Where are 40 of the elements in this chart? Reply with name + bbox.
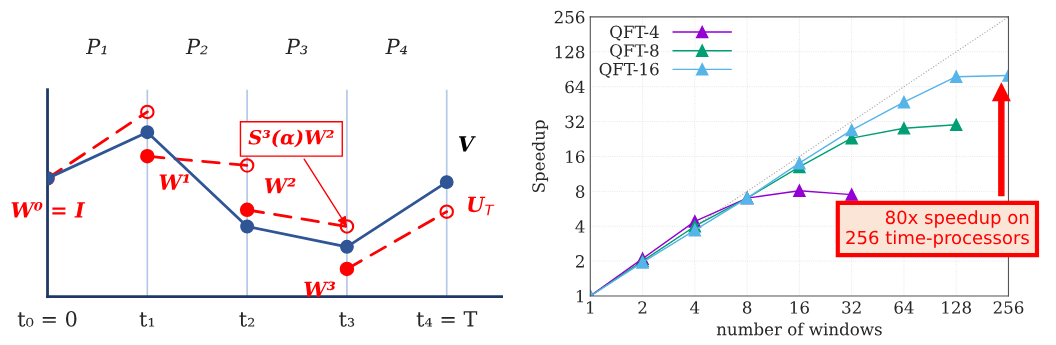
legend-label: QFT-16 — [599, 62, 659, 78]
x-tick-label: t₁ — [139, 312, 155, 327]
annotation: U$_{T}$ — [468, 196, 495, 216]
x-tick-label: 32 — [842, 301, 861, 314]
y-tick-label: 256 — [554, 10, 585, 24]
x-tick-label: 4 — [690, 301, 700, 314]
x-tick-label: t₂ — [239, 312, 255, 327]
x-tick-label: 64 — [894, 301, 914, 314]
annotation: W¹ — [159, 174, 189, 190]
x-tick-label: 128 — [942, 301, 971, 314]
x-axis-title: number of windows — [716, 322, 882, 336]
annotation: W³ — [304, 281, 336, 297]
y-tick-label: 2 — [575, 255, 584, 268]
text: P₄ — [385, 38, 408, 55]
annotation: W² — [264, 177, 296, 194]
x-tick-label: 8 — [742, 301, 752, 314]
x-tick-label: 2 — [638, 301, 647, 314]
legend-label: QFT-4 — [610, 25, 659, 41]
y-tick-label: 8 — [575, 185, 585, 198]
text: P₂ — [185, 38, 208, 55]
series-label: V — [458, 136, 476, 152]
x-tick-label: t₄ = T — [416, 311, 478, 327]
annotation: W⁰ = I — [11, 202, 86, 218]
text: P₃ — [285, 38, 308, 55]
x-tick-label: t₃ — [339, 312, 355, 327]
text: P₁ — [85, 38, 107, 55]
y-axis-title: Speedup — [531, 120, 549, 192]
x-tick-label: t₀ = 0 — [17, 310, 77, 327]
x-tick-label: 1 — [587, 301, 594, 314]
y-tick-label: 1 — [576, 289, 584, 303]
y-tick-label: 64 — [565, 80, 585, 94]
y-tick-label: 32 — [565, 115, 584, 129]
annotation: 80x speedup on 256 time-processors — [846, 210, 1029, 248]
x-tick-label: 256 — [993, 301, 1024, 314]
y-tick-label: 4 — [575, 220, 585, 233]
legend-label: QFT-8 — [610, 44, 659, 60]
y-tick-label: 16 — [566, 150, 585, 164]
y-tick-label: 128 — [555, 45, 585, 59]
x-tick-label: 16 — [790, 301, 809, 314]
annotation: S³(α)W² — [248, 129, 334, 148]
